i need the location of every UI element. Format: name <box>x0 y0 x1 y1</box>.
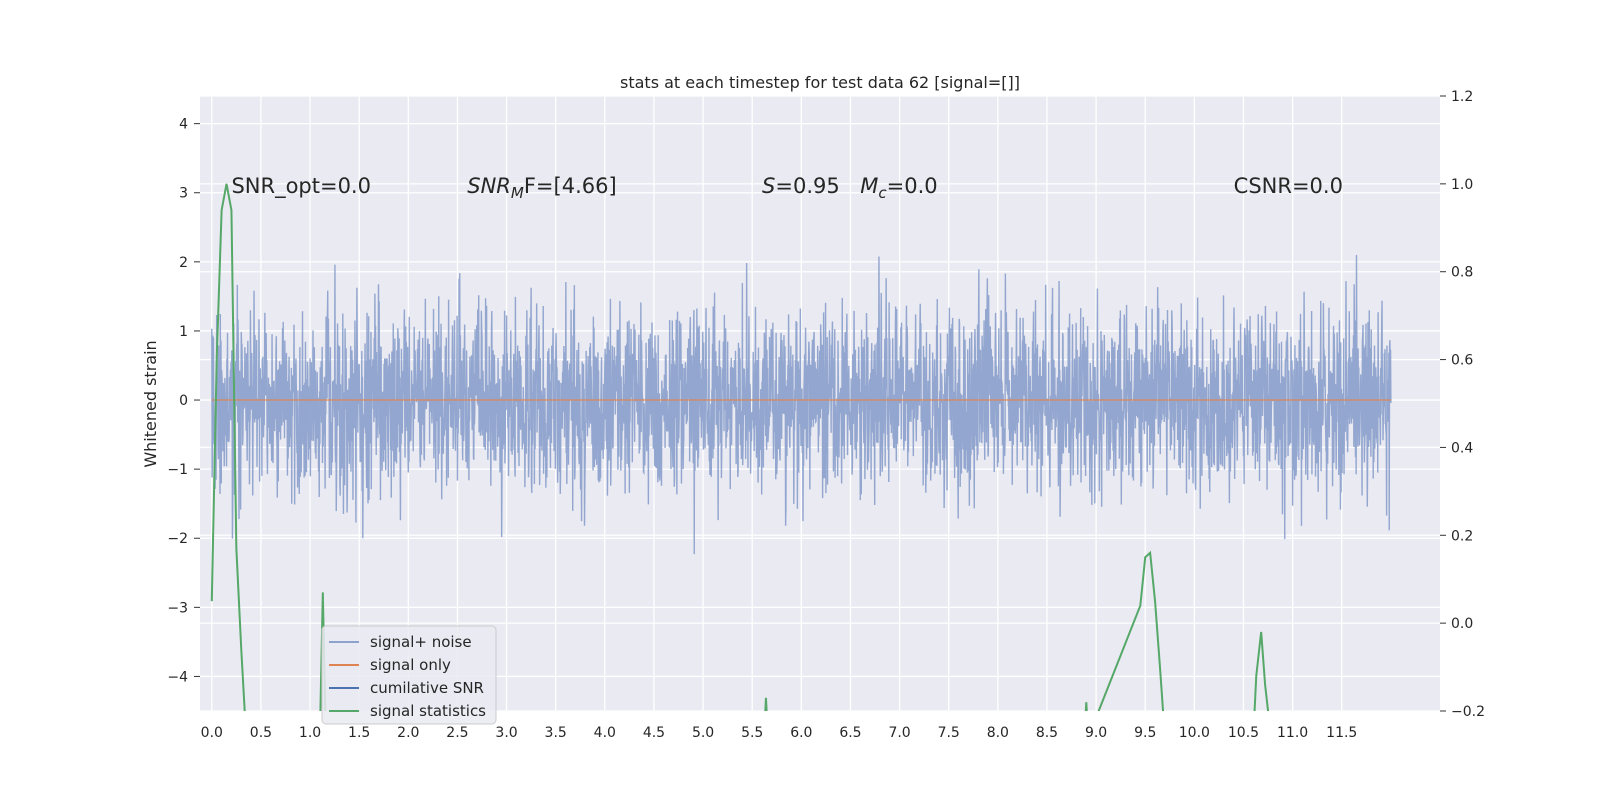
annotations: SNR_opt=0.0 SNRMF=[4.66] S=0.95 Mc=0.0 CSNR=… <box>231 174 1343 202</box>
annotation-part: M <box>860 174 878 198</box>
x-tick-label: 0.0 <box>201 725 223 741</box>
y2-tick-label: 0.2 <box>1451 528 1473 544</box>
y-tick-label: 2 <box>179 255 188 271</box>
annotation-3: Mc=0.0 <box>860 174 937 202</box>
annotation-part: F=[4.66] <box>524 174 617 198</box>
annotation-0: SNR_opt=0.0 <box>231 174 371 199</box>
y-tick-label: 1 <box>179 324 188 340</box>
y-tick-label: −1 <box>167 462 188 478</box>
legend-label: signal statistics <box>370 702 486 720</box>
series-line-signal-noise <box>211 255 1392 555</box>
annotation-part: =0.0 <box>887 174 938 198</box>
annotation-2: S=0.95 <box>762 174 840 198</box>
x-tick-label: 4.5 <box>643 725 665 741</box>
legend-box <box>321 625 497 725</box>
x-tick-label: 11.0 <box>1277 725 1308 741</box>
x-tick-label: 11.5 <box>1326 725 1357 741</box>
x-tick-label: 10.0 <box>1179 725 1210 741</box>
x-tick-label: 3.5 <box>545 725 567 741</box>
y-tick-label: −2 <box>167 531 188 547</box>
y2-tick-label: −0.2 <box>1451 704 1485 720</box>
y-tick-label: 4 <box>179 117 188 133</box>
series-signal-noise <box>211 255 1392 555</box>
x-tick-label: 6.0 <box>790 725 812 741</box>
x-tick-label: 6.5 <box>839 725 861 741</box>
x-tick-label: 7.0 <box>888 725 910 741</box>
y2-tick-label: 0.8 <box>1451 265 1473 281</box>
legend-label: signal only <box>370 656 451 674</box>
legend-label: signal+ noise <box>370 633 472 651</box>
y-tick-label: −3 <box>167 600 188 616</box>
x-tick-label: 5.0 <box>692 725 714 741</box>
x-tick-label: 10.5 <box>1228 725 1259 741</box>
x-tick-label: 8.5 <box>1036 725 1058 741</box>
x-tick-label: 7.5 <box>938 725 960 741</box>
y-axis-label: Whitened strain <box>141 340 160 467</box>
x-tick-label: 2.5 <box>446 725 468 741</box>
series-line-signal-statistics <box>210 183 1270 711</box>
legend-label: cumilative SNR <box>370 679 484 697</box>
annotation-part: SNR <box>467 174 511 198</box>
y2-tick-label: 0.6 <box>1451 353 1473 369</box>
y2-tick-label: 0.0 <box>1451 616 1473 632</box>
annotation-4: CSNR=0.0 <box>1234 174 1343 198</box>
x-tick-label: 8.0 <box>987 725 1009 741</box>
y-tick-label: 3 <box>179 186 188 202</box>
x-tick-label: 9.0 <box>1085 725 1107 741</box>
overlay-lines <box>210 183 1391 711</box>
x-tick-label: 5.5 <box>741 725 763 741</box>
legend: signal+ noise signal only cumilative SNR si… <box>321 625 497 725</box>
y2-tick-label: 1.2 <box>1451 89 1473 105</box>
x-tick-label: 0.5 <box>250 725 272 741</box>
y-tick-label: −4 <box>167 669 188 685</box>
chart-title: stats at each timestep for test data 62 … <box>620 73 1020 92</box>
x-tick-label: 9.5 <box>1134 725 1156 741</box>
tick-labels: 0.0 0.5 1.0 1.5 2.0 2.5 3.0 3.5 4.0 4.5 5.0 5.5 6.0 6… <box>167 89 1485 741</box>
x-tick-label: 4.0 <box>594 725 616 741</box>
y2-tick-label: 1.0 <box>1451 177 1473 193</box>
annotation-part: S <box>762 174 775 198</box>
x-tick-label: 2.0 <box>397 725 419 741</box>
annotation-1: SNRMF=[4.66] <box>467 174 616 202</box>
y-tick-label: 0 <box>179 393 188 409</box>
y2-tick-label: 0.4 <box>1451 440 1473 456</box>
annotation-part: c <box>878 184 887 202</box>
x-tick-label: 1.5 <box>348 725 370 741</box>
annotation-part: M <box>511 184 524 202</box>
x-tick-label: 3.0 <box>495 725 517 741</box>
annotation-part: =0.95 <box>775 174 839 198</box>
x-tick-label: 1.0 <box>299 725 321 741</box>
